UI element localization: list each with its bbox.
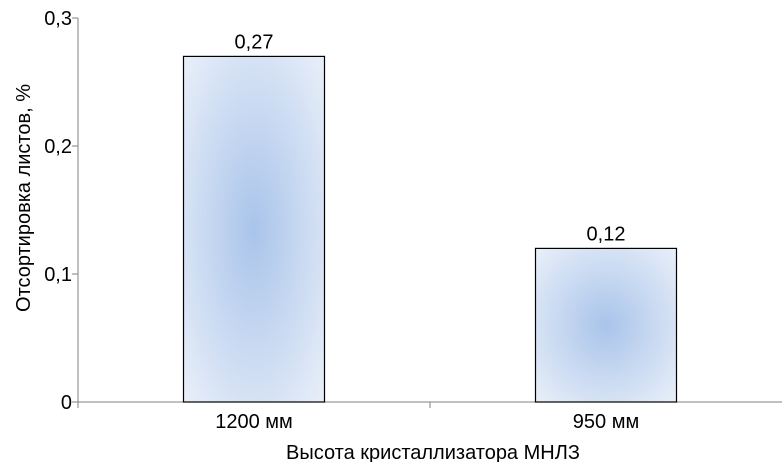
x-tick-label: 950 мм: [573, 411, 639, 433]
y-axis: 0 0,1 0,2 0,3: [44, 8, 79, 414]
x-axis: 1200 мм 950 мм: [77, 401, 782, 433]
data-label: 0,27: [235, 31, 274, 53]
bars: [182, 55, 678, 403]
bar-outline: [182, 55, 326, 403]
y-axis-title: Отсортировка листов, %: [13, 84, 35, 312]
bar-outline: [534, 247, 678, 403]
bar-2: [534, 247, 678, 403]
y-tick-label: 0: [61, 392, 72, 414]
bar-1: [182, 55, 326, 403]
data-label: 0,12: [587, 223, 626, 245]
y-tick-label: 0,1: [44, 264, 72, 286]
y-tick-label: 0,2: [44, 136, 72, 158]
bar-fill: [535, 248, 677, 402]
x-tick-label: 1200 мм: [215, 411, 293, 433]
data-labels: 0,27 0,12: [235, 31, 626, 245]
x-axis-title: Высота кристаллизатора МНЛЗ: [286, 442, 580, 462]
y-tick-label: 0,3: [44, 8, 72, 30]
bar-fill: [183, 56, 325, 403]
